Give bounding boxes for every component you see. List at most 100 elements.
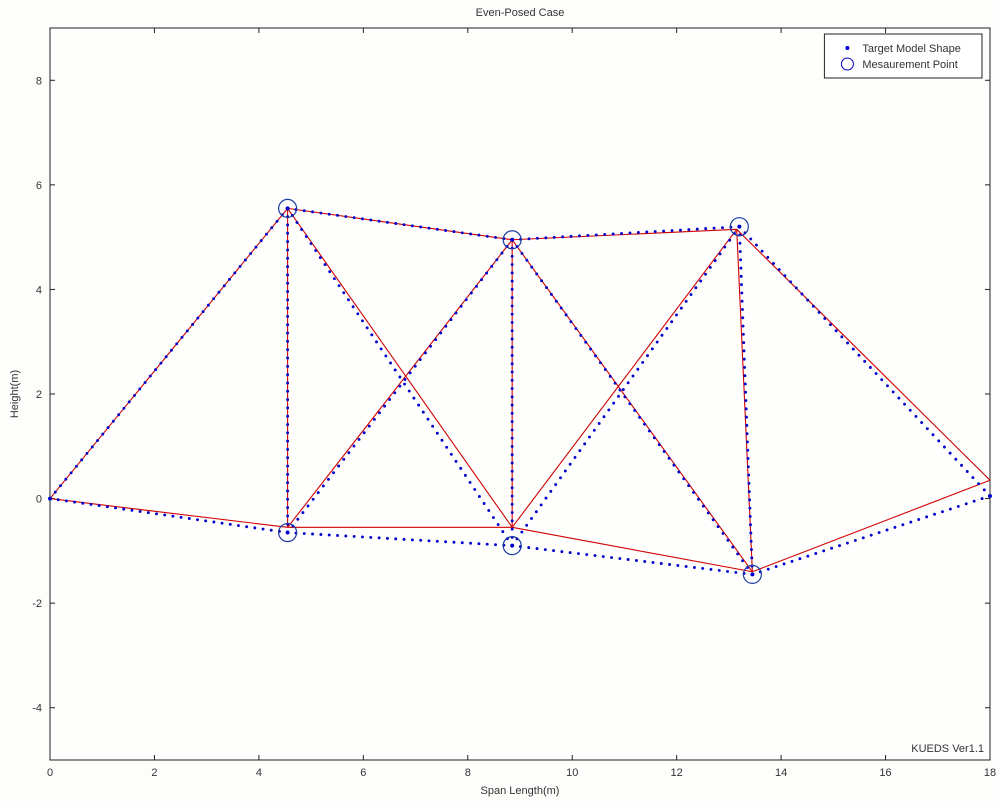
blue-dot (818, 311, 821, 314)
blue-dot (106, 505, 109, 508)
blue-dot (300, 228, 303, 231)
blue-dot (653, 436, 656, 439)
blue-dot (704, 273, 707, 276)
blue-dot (806, 299, 809, 302)
blue-dot (880, 378, 883, 381)
blue-dot (714, 259, 717, 262)
blue-dot (436, 540, 439, 543)
blue-dot (54, 491, 57, 494)
blue-dot (511, 280, 514, 283)
blue-dot (369, 536, 372, 539)
blue-dot (570, 320, 573, 323)
blue-dot (741, 308, 744, 311)
blue-dot (344, 215, 347, 218)
blue-dot (322, 485, 325, 488)
blue-dot (654, 230, 657, 233)
blue-dot (960, 464, 963, 467)
y-tick-label: 0 (36, 494, 42, 506)
blue-dot (687, 484, 690, 487)
blue-dot (370, 333, 373, 336)
x-axis-label: Span Length(m) (481, 785, 560, 797)
blue-dot (747, 465, 750, 468)
blue-dot (710, 568, 713, 571)
blue-dot (570, 235, 573, 238)
blue-dot (165, 355, 168, 358)
blue-dot (741, 316, 744, 319)
blue-dot (286, 307, 289, 310)
blue-dot (90, 503, 93, 506)
blue-dot (64, 478, 67, 481)
blue-dot (560, 307, 563, 310)
blue-dot (353, 216, 356, 219)
blue-dot (324, 263, 327, 266)
blue-dot (909, 409, 912, 412)
blue-dot (403, 223, 406, 226)
blue-dot (949, 452, 952, 455)
blue-dot (594, 354, 597, 357)
blue-dot (408, 390, 411, 393)
blue-dot (740, 291, 743, 294)
blue-dot (286, 365, 289, 368)
blue-dot (188, 517, 191, 520)
blue-dot (609, 375, 612, 378)
blue-dot (212, 297, 215, 300)
blue-dot (742, 333, 745, 336)
blue-dot (748, 482, 751, 485)
blue-dot (886, 384, 889, 387)
blue-dot (375, 340, 378, 343)
blue-dot (552, 549, 555, 552)
blue-dot (728, 239, 731, 242)
blue-dot (742, 341, 745, 344)
blue-dot (296, 221, 299, 224)
blue-dot (332, 471, 335, 474)
blue-dot (394, 537, 397, 540)
blue-dot (750, 540, 753, 543)
blue-dot (186, 329, 189, 332)
blue-dot (823, 317, 826, 320)
blue-dot (276, 220, 279, 223)
blue-dot (525, 524, 528, 527)
blue-dot (469, 542, 472, 545)
blue-dot (452, 230, 455, 233)
blue-dot (444, 229, 447, 232)
legend-label: Mesaurement Point (862, 59, 957, 71)
blue-dot (286, 390, 289, 393)
blue-dot (98, 504, 101, 507)
blue-dot (670, 320, 673, 323)
blue-dot (536, 547, 539, 550)
blue-dot (196, 317, 199, 320)
blue-dot (511, 528, 514, 531)
blue-dot (163, 514, 166, 517)
blue-dot (270, 529, 273, 532)
blue-dot (749, 523, 752, 526)
blue-dot (347, 451, 350, 454)
blue-dot (286, 490, 289, 493)
blue-dot (455, 460, 458, 463)
blue-dot (144, 381, 147, 384)
blue-dot (685, 565, 688, 568)
blue-dot (368, 425, 371, 428)
plot-area (50, 28, 990, 760)
blue-dot (286, 506, 289, 509)
blue-dot (417, 404, 420, 407)
blue-dot (772, 262, 775, 265)
blue-dot (394, 369, 397, 372)
blue-dot (977, 482, 980, 485)
blue-dot (429, 345, 432, 348)
x-tick-label: 16 (879, 767, 891, 779)
blue-dot (436, 228, 439, 231)
blue-dot (745, 424, 748, 427)
blue-dot (577, 552, 580, 555)
blue-dot (617, 395, 620, 398)
blue-dot (411, 538, 414, 541)
blue-dot (495, 258, 498, 261)
blue-dot (560, 550, 563, 553)
blue-dot (434, 338, 437, 341)
blue-dot (366, 326, 369, 329)
blue-dot (713, 227, 716, 230)
blue-dot (96, 439, 99, 442)
blue-dot (701, 567, 704, 570)
blue-dot (550, 293, 553, 296)
blue-dot (383, 405, 386, 408)
blue-dot (511, 263, 514, 266)
